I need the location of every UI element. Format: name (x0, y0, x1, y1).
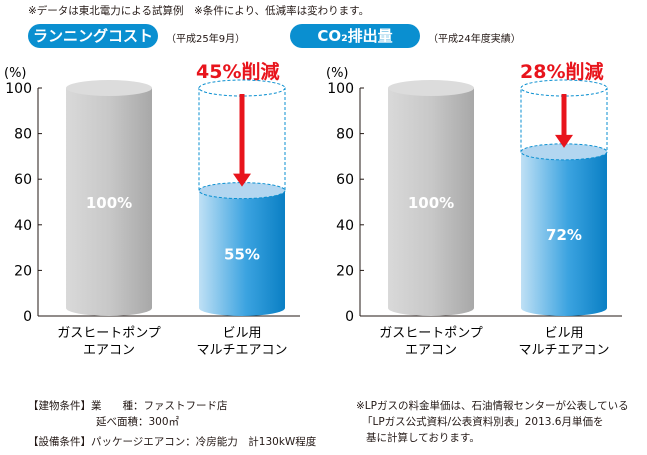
y-tick-label: 100 (5, 81, 32, 97)
footer-building-1: 【建物条件】業 種：ファストフード店 (28, 400, 228, 412)
y-tick-label: 80 (14, 127, 32, 143)
y-tick-label: 40 (336, 218, 354, 234)
dashed-original-top (520, 79, 608, 97)
bar-top (388, 80, 474, 96)
chart1-reduction: 45%削減 (196, 61, 280, 83)
footer-lp-2: 「LPガス公式資料/公表資料別表」2013.6月単価を (362, 416, 604, 428)
reduction-arrow-head (233, 173, 251, 187)
y-tick-label: 60 (14, 172, 32, 188)
bar-top (520, 143, 608, 161)
category-label: マルチエアコン (196, 343, 287, 358)
bar-cylinder (521, 151, 607, 316)
reduction-arrow-shaft (239, 94, 245, 175)
category-label: ガスヒートポンプ (57, 326, 161, 341)
footer-building-2: 延べ面積：300㎡ (96, 416, 180, 428)
y-tick-label: 100 (327, 81, 354, 97)
category-label: ビル用 (222, 326, 261, 341)
bar-value-label: 72% (546, 226, 582, 244)
bar-value-label: 100% (86, 194, 132, 212)
category-label: ビル用 (544, 326, 583, 341)
y-tick-label: 60 (336, 172, 354, 188)
chart1-title: ランニングコスト (28, 24, 158, 48)
category-label: ガスヒートポンプ (379, 326, 483, 341)
bar-value-label: 100% (408, 194, 454, 212)
bar-top (66, 80, 152, 96)
bar-cylinder (66, 88, 152, 316)
y-axis-label: (%) (326, 66, 349, 81)
bar-cylinder (199, 190, 285, 316)
y-tick-label: 20 (336, 263, 354, 279)
bar-top (198, 182, 286, 200)
category-label: エアコン (83, 343, 135, 358)
y-tick-label: 40 (14, 218, 32, 234)
top-note: ※データは東北電力による試算例 ※条件により、低減率は変わります。 (28, 5, 370, 17)
y-tick-label: 80 (336, 127, 354, 143)
chart2-reduction: 28%削減 (520, 61, 604, 83)
category-label: マルチエアコン (518, 343, 609, 358)
chart1-period: （平成25年9月） (166, 34, 246, 45)
footer-equipment: 【設備条件】パッケージエアコン：冷房能力 計130kW程度 (28, 436, 317, 448)
y-tick-label: 0 (345, 309, 354, 325)
charts-canvas: (%)020406080100100%ガスヒートポンプエアコン55%ビル用マルチ… (4, 66, 622, 358)
chart2-period: （平成24年度実績） (428, 34, 521, 45)
footer-lp-3: 基に計算しております。 (366, 432, 480, 444)
bar-value-label: 55% (224, 245, 260, 263)
y-tick-label: 0 (23, 309, 32, 325)
dashed-original-top (198, 79, 286, 97)
footer-lp-1: ※LPガスの料金単価は、石油情報センターが公表している (356, 400, 629, 412)
y-tick-label: 20 (14, 263, 32, 279)
reduction-arrow-shaft (561, 94, 567, 136)
category-label: エアコン (405, 343, 457, 358)
reduction-arrow-head (555, 134, 573, 148)
bar-cylinder (388, 88, 474, 316)
y-axis-label: (%) (4, 66, 27, 81)
chart2-title: CO₂排出量 (290, 24, 420, 48)
